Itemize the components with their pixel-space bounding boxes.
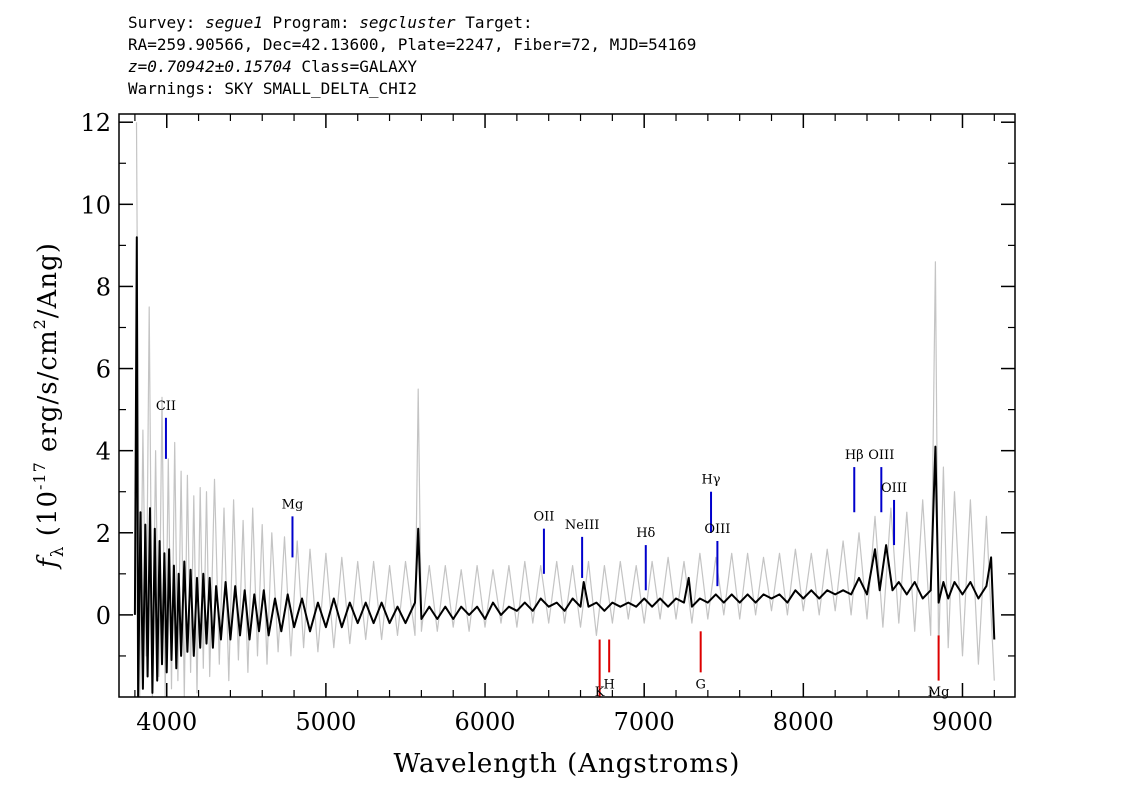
- emission-line-label: NeIII: [565, 518, 599, 533]
- y-axis-title-f: f: [33, 554, 63, 570]
- x-tick-label: 7000: [614, 708, 675, 736]
- emission-line-label: CII: [156, 399, 176, 414]
- emission-line-label: OIII: [868, 448, 894, 463]
- survey-value: segue1: [205, 13, 263, 32]
- header-line-warnings: Warnings: SKY SMALL_DELTA_CHI2: [128, 79, 417, 98]
- emission-line-label: Hβ: [845, 448, 864, 463]
- emission-line-label: OIII: [704, 522, 730, 537]
- x-tick-label: 8000: [773, 708, 834, 736]
- axis-ticks: 4000 5000 6000 7000 8000 9000 0 2 4 6 8 10 12: [80, 109, 1015, 736]
- class-value: Class=GALAXY: [301, 57, 417, 76]
- x-axis-title: Wavelength (Angstroms): [394, 749, 741, 779]
- survey-label: Survey:: [128, 13, 196, 32]
- emission-line-label: Hγ: [701, 473, 720, 488]
- y-axis-title-tail: /Ang): [33, 242, 63, 318]
- program-label: Program:: [272, 13, 350, 32]
- noise-series: [135, 122, 995, 697]
- redshift-value: z=0.70942±0.15704: [128, 57, 292, 76]
- y-tick-label: 0: [96, 602, 111, 630]
- emission-line-label: Mg: [282, 497, 304, 512]
- y-tick-label: 8: [96, 273, 111, 301]
- y-tick-label: 4: [96, 438, 111, 466]
- y-axis-title-units: erg/s/cm: [33, 329, 63, 461]
- y-tick-label: 10: [80, 191, 111, 219]
- absorption-line-label: H: [604, 677, 615, 692]
- y-axis-title-exp2: 2: [30, 318, 49, 329]
- noise-line: [135, 122, 995, 697]
- y-tick-label: 12: [80, 109, 111, 137]
- x-tick-label: 4000: [136, 708, 197, 736]
- y-tick-label: 2: [96, 520, 111, 548]
- y-axis-title-exp: -17: [30, 461, 49, 490]
- program-value: segcluster: [359, 13, 456, 32]
- target-label: Target:: [465, 13, 533, 32]
- header-line-survey: Survey: segue1 Program: segcluster Targe…: [128, 12, 696, 34]
- flux-series: [133, 236, 996, 697]
- y-tick-label: 6: [96, 356, 111, 384]
- emission-line-label: Hδ: [636, 526, 655, 541]
- header-line-coordinates: RA=259.90566, Dec=42.13600, Plate=2247, …: [128, 35, 697, 54]
- absorption-line-label: G: [695, 677, 705, 692]
- emission-line-label: OII: [533, 510, 554, 525]
- x-tick-label: 9000: [932, 708, 993, 736]
- y-axis-title-rest: (10: [33, 490, 63, 546]
- y-axis-title-sub: λ: [48, 545, 68, 557]
- spectrum-header: Survey: segue1 Program: segcluster Targe…: [128, 12, 696, 100]
- emission-line-label: OIII: [881, 481, 907, 496]
- absorption-line-label: K: [595, 685, 605, 700]
- x-tick-label: 5000: [295, 708, 356, 736]
- flux-line: [133, 236, 996, 697]
- x-tick-label: 6000: [455, 708, 516, 736]
- plot-frame: [118, 113, 1016, 698]
- header-line-redshift: z=0.70942±0.15704 Class=GALAXY: [128, 56, 696, 78]
- y-axis-title: fλ (10-17 erg/s/cm2/Ang): [30, 242, 68, 570]
